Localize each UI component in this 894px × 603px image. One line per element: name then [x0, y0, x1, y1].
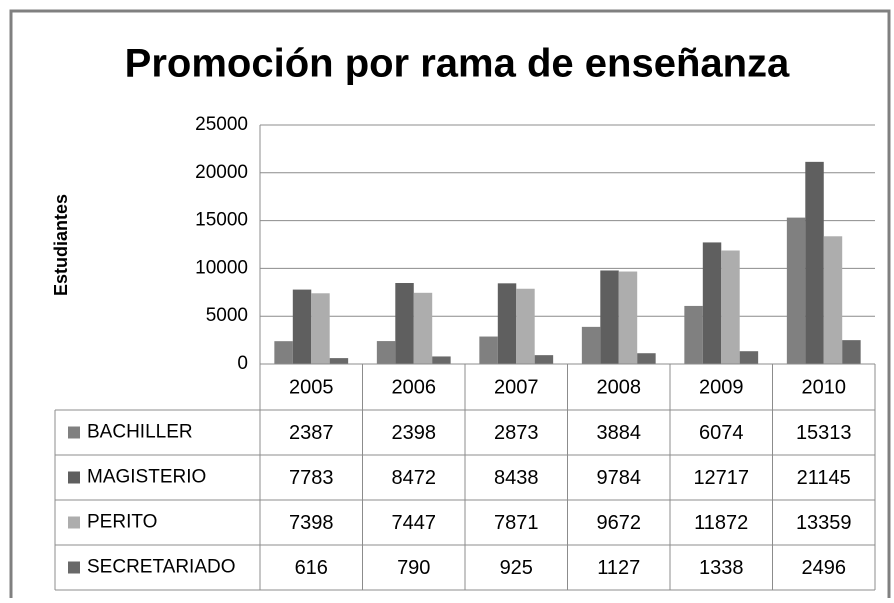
table-cell: 7447: [392, 512, 437, 534]
bar: [702, 242, 722, 364]
x-tick-label: 2006: [392, 376, 437, 398]
table-cell: 13359: [796, 512, 852, 534]
x-tick-label: 2005: [289, 376, 334, 398]
bar: [786, 217, 806, 364]
bar: [311, 293, 330, 364]
y-axis-label: Estudiantes: [51, 194, 71, 296]
bar: [637, 353, 656, 364]
table-cell: 2496: [802, 557, 847, 579]
bar: [684, 305, 703, 364]
table-cell: 11872: [694, 512, 748, 534]
legend-swatch: [68, 561, 80, 574]
x-tick-label: 2010: [802, 376, 847, 398]
bar: [497, 283, 517, 364]
y-tick-label: 10000: [195, 257, 248, 278]
table-cell: 9672: [597, 512, 642, 534]
bar: [842, 340, 861, 364]
table-cell: 1338: [699, 557, 744, 579]
table-cell: 8438: [494, 467, 539, 489]
legend-label: SECRETARIADO: [87, 557, 236, 578]
table-cell: 12717: [693, 467, 749, 489]
bar: [376, 341, 396, 364]
chart-title: Promoción por rama de enseñanza: [125, 42, 790, 86]
legend-swatch: [68, 516, 80, 529]
bar: [516, 288, 535, 364]
table-cell: 616: [295, 557, 328, 579]
table-cell: 2387: [289, 422, 334, 444]
bar: [479, 336, 498, 364]
x-tick-label: 2009: [699, 376, 744, 398]
legend-swatch: [68, 471, 80, 484]
chart-border: [9, 9, 891, 603]
table-cell: 7783: [289, 467, 334, 489]
bar: [534, 355, 554, 364]
y-tick-label: 20000: [195, 162, 248, 183]
table-cell: 2873: [494, 422, 539, 444]
table-cell: 9784: [597, 467, 642, 489]
bar: [292, 289, 312, 364]
bar: [823, 236, 843, 364]
legend-swatch: [68, 426, 80, 439]
table-cell: 6074: [699, 422, 744, 444]
legend-label: BACHILLER: [87, 422, 193, 443]
table-cell: 7398: [289, 512, 334, 534]
bar: [739, 351, 759, 364]
table-cell: 21145: [797, 467, 851, 489]
y-tick-label: 0: [237, 353, 248, 374]
table-cell: 790: [397, 557, 430, 579]
table-cell: 1127: [597, 557, 640, 579]
bar: [600, 270, 619, 364]
table-cell: 8472: [392, 467, 437, 489]
table-cell: 925: [500, 557, 533, 579]
bar: [413, 292, 433, 364]
x-tick-label: 2007: [494, 376, 539, 398]
bar: [721, 250, 740, 364]
table-cell: 7871: [494, 512, 539, 534]
bar: [805, 161, 824, 364]
y-tick-label: 15000: [195, 210, 248, 231]
bar: [432, 356, 451, 364]
y-tick-label: 5000: [206, 305, 248, 326]
table-cell: 2398: [392, 422, 437, 444]
bar: [618, 271, 638, 364]
legend-label: MAGISTERIO: [87, 467, 206, 488]
bar: [395, 283, 414, 364]
x-tick-label: 2008: [597, 376, 642, 398]
table-cell: 3884: [597, 422, 642, 444]
bar: [329, 358, 349, 364]
bar: [274, 341, 293, 364]
legend-label: PERITO: [87, 512, 157, 533]
y-tick-label: 25000: [195, 114, 248, 135]
table-cell: 15313: [796, 422, 852, 444]
bar: [581, 326, 601, 364]
